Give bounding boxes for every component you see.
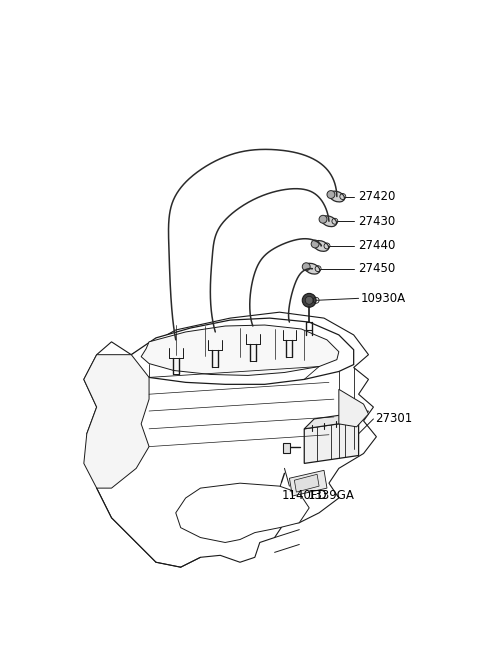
Polygon shape: [339, 389, 369, 427]
Circle shape: [332, 413, 340, 421]
Circle shape: [319, 215, 327, 223]
Circle shape: [168, 332, 184, 348]
Text: 1339GA: 1339GA: [307, 489, 354, 502]
Text: 1140FD: 1140FD: [281, 489, 327, 502]
Polygon shape: [283, 443, 290, 453]
Circle shape: [308, 417, 316, 425]
Circle shape: [302, 263, 310, 271]
Ellipse shape: [321, 216, 336, 227]
Ellipse shape: [329, 191, 345, 202]
Circle shape: [281, 314, 297, 330]
Circle shape: [210, 327, 220, 337]
Polygon shape: [141, 325, 339, 375]
Polygon shape: [294, 474, 319, 492]
Text: 27450: 27450: [359, 262, 396, 275]
Polygon shape: [121, 318, 354, 384]
Circle shape: [285, 317, 294, 327]
Polygon shape: [289, 470, 327, 496]
Circle shape: [279, 463, 289, 474]
Polygon shape: [304, 421, 359, 463]
Circle shape: [302, 293, 316, 307]
Circle shape: [207, 324, 223, 340]
Circle shape: [320, 415, 328, 423]
Circle shape: [327, 191, 335, 198]
Polygon shape: [304, 411, 369, 429]
Ellipse shape: [304, 263, 320, 274]
Circle shape: [311, 240, 319, 248]
Circle shape: [344, 411, 352, 419]
Text: 27440: 27440: [359, 240, 396, 252]
Circle shape: [305, 296, 313, 305]
Text: 27420: 27420: [359, 190, 396, 203]
Circle shape: [171, 335, 180, 345]
Circle shape: [291, 436, 301, 445]
Ellipse shape: [313, 240, 329, 252]
Polygon shape: [176, 483, 309, 542]
Polygon shape: [84, 312, 376, 567]
Text: 10930A: 10930A: [360, 292, 406, 305]
Polygon shape: [84, 354, 149, 488]
Text: 27430: 27430: [359, 215, 396, 228]
Circle shape: [320, 470, 328, 477]
Text: 27301: 27301: [375, 413, 413, 426]
Circle shape: [245, 318, 261, 334]
Circle shape: [248, 321, 258, 331]
